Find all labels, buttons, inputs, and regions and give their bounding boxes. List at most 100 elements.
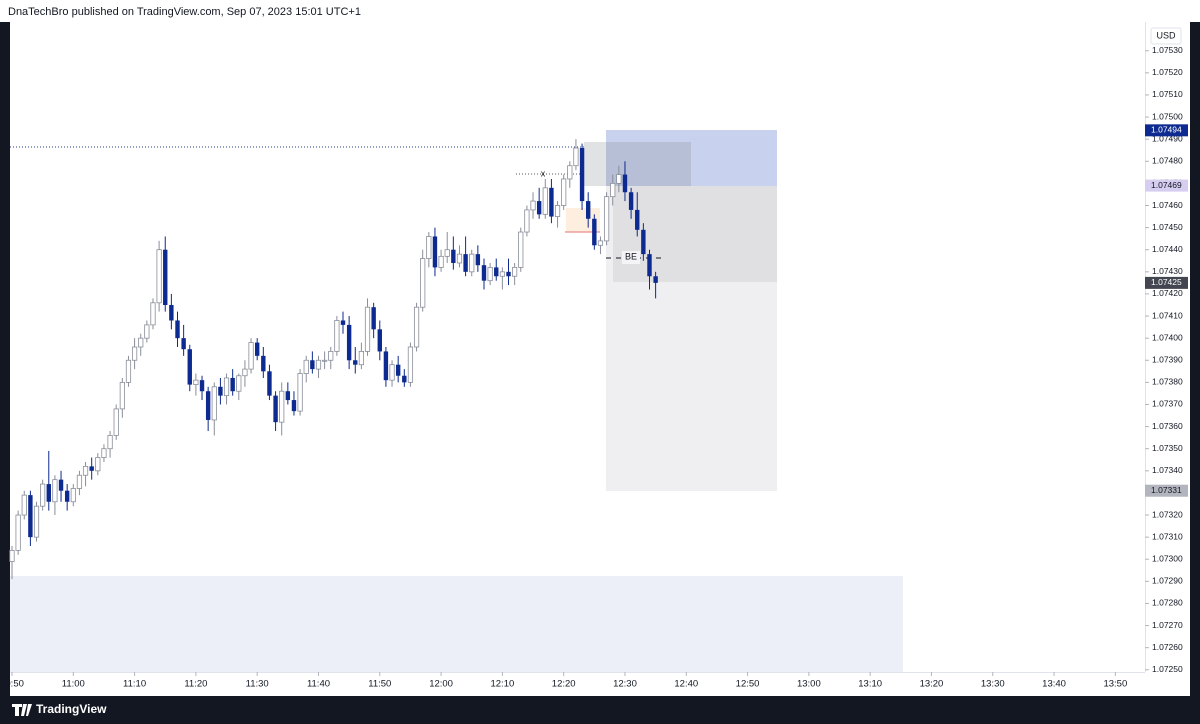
candle-body (33, 505, 40, 538)
y-tick-label: 1.07480 (1152, 156, 1183, 166)
candle-body (150, 302, 156, 326)
y-tick-label: 1.07370 (1152, 399, 1183, 409)
footer-text: TradingView (36, 702, 107, 716)
candle-body (585, 201, 591, 219)
candle-body (322, 359, 328, 362)
candle-body (328, 351, 334, 361)
candle-body (635, 209, 640, 230)
candle-body (261, 355, 266, 372)
candle-body (432, 236, 438, 268)
x-tick-label: 12:30 (613, 679, 637, 690)
candle-body (273, 395, 278, 423)
candle-body (211, 386, 217, 421)
candle-body (144, 324, 150, 339)
x-tick-label: 11:50 (368, 679, 391, 690)
x-tick-label: 13:00 (797, 679, 821, 690)
target-zone (606, 130, 777, 186)
x-tick-label: 13:20 (920, 679, 944, 690)
candle-body (536, 201, 542, 215)
candle-body (524, 209, 530, 233)
candle-body (46, 484, 51, 502)
candle-body (579, 148, 585, 202)
y-tick-label: 1.07250 (1152, 664, 1183, 674)
candle-body (518, 231, 524, 268)
candle-body (554, 205, 561, 217)
candle-body (236, 375, 242, 392)
candle-body (21, 494, 27, 516)
candle-body (597, 240, 604, 246)
price-marker-label: 1.07331 (1151, 485, 1182, 495)
candle-body (218, 386, 223, 396)
candle-body (647, 254, 652, 277)
price-marker (1145, 179, 1188, 192)
y-tick-label: 1.07410 (1152, 310, 1183, 320)
candle-body (193, 379, 199, 385)
stop-zone (606, 186, 777, 491)
y-tick-label: 1.07450 (1152, 222, 1183, 232)
x-tick-label: 12:40 (674, 679, 698, 690)
y-tick-label: 1.07340 (1152, 465, 1183, 475)
candle-body (592, 218, 597, 246)
y-tick-label: 1.07350 (1152, 443, 1183, 453)
y-tick-label: 1.07390 (1152, 355, 1183, 365)
candle-body (603, 196, 610, 242)
candle-body (610, 182, 616, 198)
candle-body (456, 253, 463, 264)
candle-body (444, 249, 450, 257)
candle-body (181, 338, 186, 350)
header-bar (0, 0, 1200, 22)
y-tick-label: 1.07500 (1152, 111, 1183, 121)
candle-body (95, 457, 101, 472)
candle-body (125, 359, 132, 383)
candle-body (407, 346, 414, 383)
y-tick-label: 1.07380 (1152, 377, 1183, 387)
candle-body (371, 307, 376, 330)
candle-body (499, 271, 505, 277)
candle-body (285, 391, 291, 401)
candle-body (628, 192, 634, 210)
box (613, 186, 777, 282)
y-tick-label: 1.07260 (1152, 642, 1183, 652)
currency: USD (1156, 30, 1176, 40)
box (584, 142, 691, 186)
y-tick-label: 1.07490 (1152, 133, 1183, 143)
candle-body (494, 267, 499, 277)
candle-body (242, 368, 248, 377)
candle-body (653, 276, 658, 283)
candle-body (267, 371, 272, 396)
candle-body (297, 373, 303, 412)
x-tick-label: 12:50 (736, 679, 760, 690)
candle-body (567, 165, 573, 180)
y-tick-label: 1.07360 (1152, 421, 1183, 431)
y-tick-label: 1.07300 (1152, 553, 1183, 563)
candle-body (377, 329, 382, 352)
x-tick-label: 11:20 (184, 679, 207, 690)
candle-body (469, 253, 475, 273)
candle-body (573, 147, 579, 167)
y-tick-label: 1.07460 (1152, 200, 1183, 210)
x-tick-label: 13:10 (858, 679, 882, 690)
candle-body (438, 255, 444, 268)
candle-body (113, 408, 119, 436)
candle-body (616, 174, 622, 184)
annotation: x (541, 168, 546, 178)
candle-body (187, 349, 192, 385)
x-tick-label: 11:00 (62, 679, 85, 690)
candle-body (15, 514, 21, 551)
candle-body (131, 346, 138, 361)
x-tick-label: 12:10 (490, 679, 514, 690)
candle-body (426, 236, 432, 259)
candle-body (451, 249, 456, 263)
candle-body (248, 342, 254, 370)
candle-body (481, 265, 487, 281)
y-tick-label: 1.07280 (1152, 598, 1183, 608)
candle-body (291, 400, 297, 412)
y-tick-label: 1.07290 (1152, 576, 1183, 586)
candle-body (199, 380, 205, 392)
candle-body (340, 320, 346, 325)
candle-body (383, 351, 389, 381)
price-marker (1145, 484, 1188, 497)
x-tick-label: 12:20 (552, 679, 576, 690)
candle-body (119, 381, 125, 410)
candle-body (64, 490, 70, 502)
